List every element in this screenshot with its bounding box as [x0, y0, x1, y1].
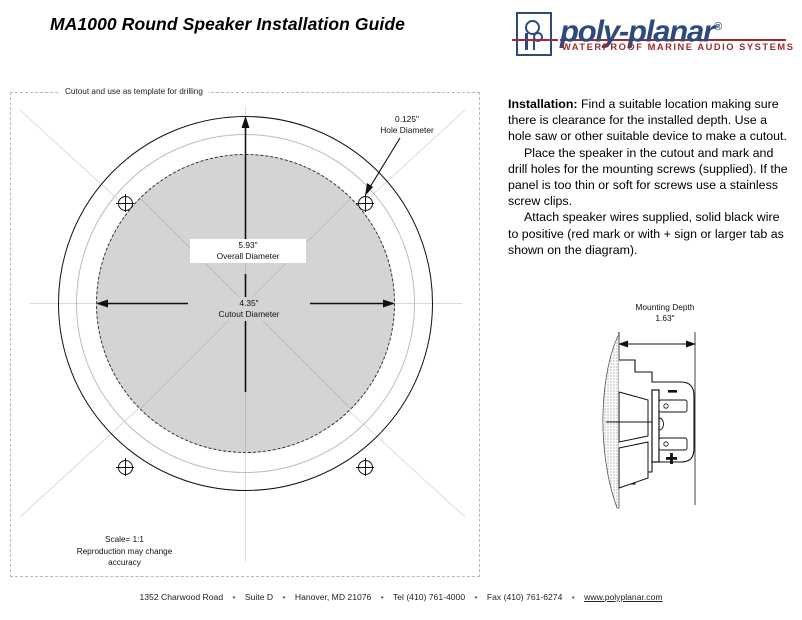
- scale-note-line1: Scale= 1:1: [105, 535, 144, 544]
- speaker-cone-upper: [618, 391, 649, 443]
- footer-website-link[interactable]: www.polyplanar.com: [584, 592, 663, 602]
- logo-tagline: WATERPROOF MARINE AUDIO SYSTEMS: [562, 42, 795, 52]
- template-note: Cutout and use as template for drilling: [60, 87, 208, 96]
- negative-terminal: [658, 390, 688, 413]
- logo-wordmark-text: poly-planar: [560, 13, 715, 49]
- mounting-hole-top-left: [116, 194, 134, 212]
- instructions-paragraph-2: Place the speaker in the cutout and mark…: [508, 145, 788, 209]
- hole-diameter-leader: [365, 137, 401, 196]
- instructions-paragraph-3: Attach speaker wires supplied, solid bla…: [508, 210, 784, 257]
- speaker-side-view: [602, 332, 696, 509]
- footer-separator-1: •: [232, 592, 236, 602]
- mounting-depth-value: 1.63": [655, 313, 675, 323]
- footer-tel: Tel (410) 761-4000: [392, 592, 466, 602]
- mounting-hole-top-right: [356, 194, 374, 212]
- cutout-diameter-dimension: [96, 299, 395, 308]
- overall-diameter-label: 5.93" Overall Diameter: [190, 239, 306, 263]
- footer-separator-5: •: [571, 592, 575, 602]
- registered-trademark-icon: ®: [713, 21, 722, 33]
- cutout-diameter-label: 4.35" Cutout Diameter: [188, 297, 310, 321]
- footer-suite: Suite D: [244, 592, 274, 602]
- drilling-template: Cutout and use as template for drilling: [10, 87, 480, 577]
- mounting-depth-text: Mounting Depth: [635, 302, 695, 312]
- mounting-depth-label: Mounting Depth 1.63": [600, 302, 730, 324]
- mounting-hole-bottom-left: [116, 458, 134, 476]
- scale-note-line3: accuracy: [108, 558, 141, 567]
- speaker-grille: [602, 333, 620, 509]
- footer-separator-2: •: [282, 592, 286, 602]
- footer-separator-3: •: [380, 592, 384, 602]
- footer-city: Hanover, MD 21076: [294, 592, 372, 602]
- footer-address: 1352 Charwood Road: [139, 592, 224, 602]
- instructions-p1-text: Find a suitable location making sure the…: [508, 97, 787, 144]
- instructions-heading: Installation:: [508, 97, 578, 111]
- instructions-paragraph-1: Installation: Find a suitable location m…: [508, 96, 792, 145]
- installation-instructions: Installation: Find a suitable location m…: [508, 96, 792, 258]
- footer: 1352 Charwood Road • Suite D • Hanover, …: [0, 592, 802, 602]
- logo-wordmark: poly-planar®: [560, 8, 786, 50]
- mounting-hole-bottom-right: [356, 458, 374, 476]
- page-title: MA1000 Round Speaker Installation Guide: [50, 14, 405, 34]
- overall-diameter-dimension: [241, 116, 250, 392]
- logo-rule-right: [560, 39, 786, 41]
- minus-sign-icon: [668, 390, 677, 393]
- template-boundary: [10, 92, 480, 577]
- speaker-cone-lower: [618, 441, 649, 489]
- cutout-diameter-text: Cutout Diameter: [218, 309, 280, 319]
- logo-rule-left: [512, 39, 558, 41]
- brand-logo: poly-planar® WATERPROOF MARINE AUDIO SYS…: [512, 8, 793, 60]
- poly-planar-p-mark-icon: [516, 12, 552, 56]
- overall-diameter-value: 5.93": [238, 240, 258, 250]
- terminal-boss: [658, 417, 664, 431]
- positive-terminal: [658, 437, 688, 464]
- footer-fax: Fax (410) 761-6274: [486, 592, 563, 602]
- plus-sign-icon: [666, 453, 677, 464]
- scale-note-line2: Reproduction may change: [76, 546, 173, 556]
- terminal-plate: [651, 389, 660, 463]
- overall-diameter-text: Overall Diameter: [216, 251, 280, 261]
- hole-diameter-callout: 0.125" Hole Diameter: [362, 114, 452, 136]
- cutout-diameter-value: 4.35": [239, 298, 259, 308]
- footer-separator-4: •: [474, 592, 478, 602]
- hole-diameter-text: Hole Diameter: [380, 125, 434, 135]
- scale-note: Scale= 1:1 Reproduction may change accur…: [52, 534, 197, 569]
- hole-diameter-value: 0.125": [395, 114, 419, 124]
